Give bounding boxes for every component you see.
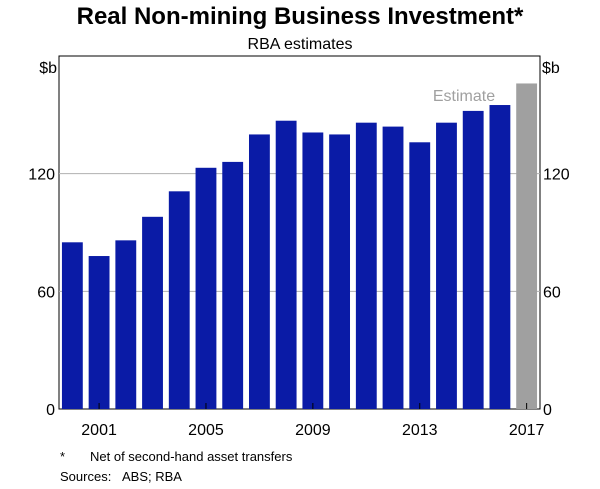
y-tick-labels: 0 0 60 60 120 120 bbox=[28, 167, 570, 419]
bar-2005 bbox=[195, 167, 217, 409]
bar-2016 bbox=[489, 105, 511, 410]
bar-2017 bbox=[516, 83, 538, 409]
y-tick-right-60: 60 bbox=[543, 284, 561, 301]
bar-series bbox=[61, 83, 538, 410]
gridlines bbox=[59, 173, 540, 292]
bar-2008 bbox=[275, 120, 297, 409]
bar-2007 bbox=[248, 134, 270, 409]
y-tick-left-0: 0 bbox=[46, 402, 55, 419]
y-tick-right-120: 120 bbox=[543, 167, 570, 184]
y-axis-unit-left: $b bbox=[39, 60, 57, 77]
bar-2000 bbox=[61, 242, 83, 409]
bar-2012 bbox=[382, 126, 404, 409]
bar-2004 bbox=[168, 191, 190, 409]
x-tick-2017: 2017 bbox=[509, 422, 545, 439]
bar-2013 bbox=[409, 142, 431, 410]
y-tick-right-0: 0 bbox=[543, 402, 552, 419]
estimate-annotation: Estimate bbox=[433, 88, 495, 105]
plot-area-frame bbox=[58, 55, 541, 410]
chart-title: Real Non-mining Business Investment* bbox=[77, 3, 524, 30]
bar-2011 bbox=[355, 122, 377, 409]
footnote-marker: * bbox=[60, 449, 65, 464]
x-tick-2013: 2013 bbox=[402, 422, 438, 439]
x-tick-labels: 2001 2005 2009 2013 2017 bbox=[81, 403, 545, 439]
sources-label: Sources: bbox=[60, 469, 111, 484]
y-axis-unit-right: $b bbox=[542, 60, 560, 77]
y-tick-left-120: 120 bbox=[28, 167, 55, 184]
x-tick-2009: 2009 bbox=[295, 422, 331, 439]
footnote-text: Net of second-hand asset transfers bbox=[90, 449, 293, 464]
bar-2002 bbox=[115, 240, 137, 409]
y-tick-left-60: 60 bbox=[37, 284, 55, 301]
sources-text: ABS; RBA bbox=[122, 469, 182, 484]
chart-subtitle: RBA estimates bbox=[248, 36, 353, 53]
x-tick-2005: 2005 bbox=[188, 422, 224, 439]
bar-2003 bbox=[142, 216, 163, 409]
bar-2006 bbox=[222, 161, 244, 409]
bar-2009 bbox=[302, 132, 324, 409]
bar-2010 bbox=[329, 134, 351, 409]
bar-2001 bbox=[88, 256, 110, 409]
bar-2014 bbox=[436, 122, 457, 409]
x-tick-2001: 2001 bbox=[81, 422, 117, 439]
bar-2015 bbox=[462, 110, 484, 410]
